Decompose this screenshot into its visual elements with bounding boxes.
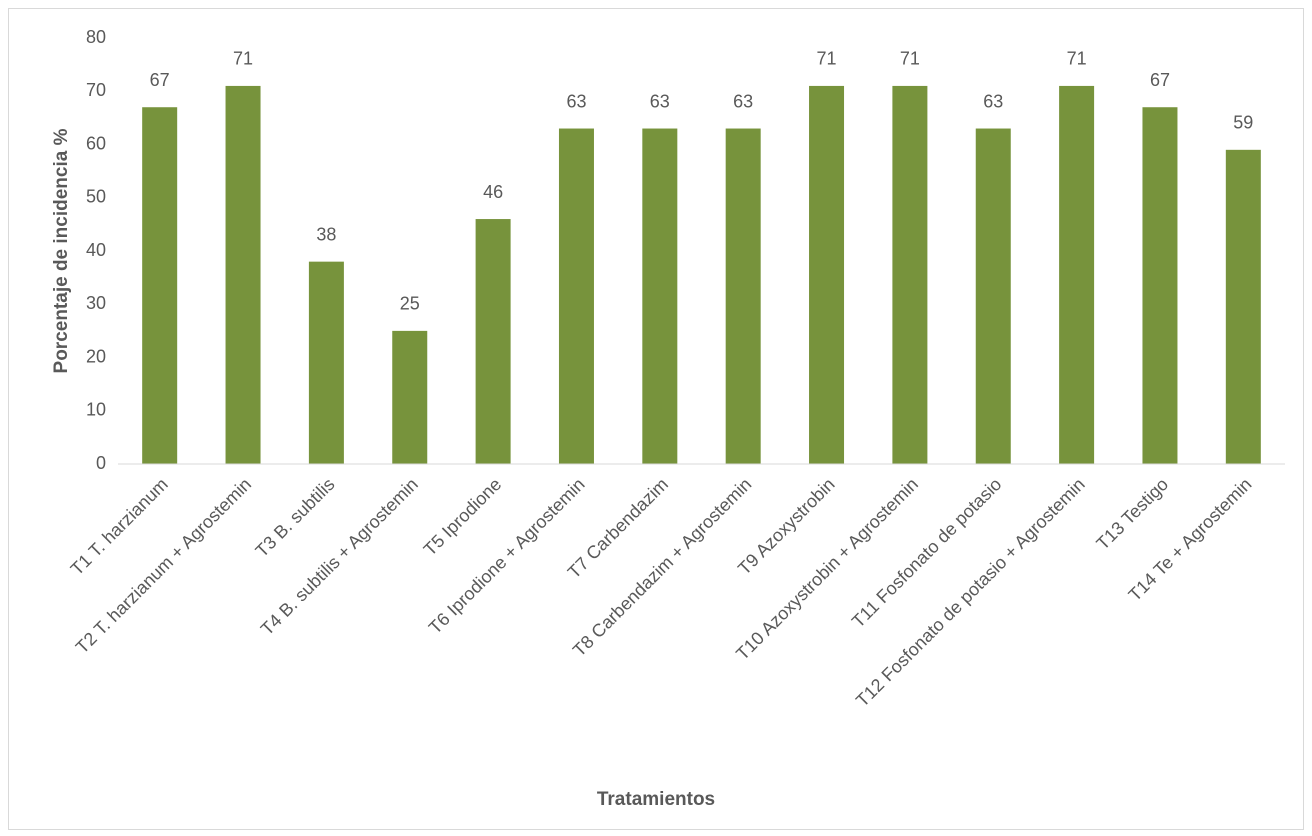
y-tick-label: 50	[86, 187, 106, 207]
data-label: 59	[1233, 113, 1253, 133]
bar	[642, 128, 678, 464]
bar	[475, 219, 511, 464]
y-tick-label: 70	[86, 80, 106, 100]
data-label: 63	[733, 91, 753, 111]
data-label: 46	[483, 182, 503, 202]
data-label: 71	[900, 49, 920, 69]
y-tick-label: 30	[86, 293, 106, 313]
y-tick-label: 0	[96, 453, 106, 473]
data-label: 67	[150, 70, 170, 90]
data-label: 63	[650, 91, 670, 111]
data-label: 71	[1067, 49, 1087, 69]
data-label: 67	[1150, 70, 1170, 90]
y-tick-label: 10	[86, 400, 106, 420]
y-tick-label: 60	[86, 133, 106, 153]
data-label: 71	[233, 49, 253, 69]
y-tick-label: 20	[86, 346, 106, 366]
y-axis-title: Porcentaje de incidencia %	[51, 128, 72, 373]
y-tick-label: 80	[86, 27, 106, 47]
bar	[1059, 85, 1095, 465]
bar	[1225, 149, 1261, 464]
data-label: 63	[566, 91, 586, 111]
bar	[975, 128, 1011, 464]
bar	[392, 330, 428, 464]
data-label: 71	[817, 49, 837, 69]
data-label: 25	[400, 294, 420, 314]
bar	[725, 128, 761, 464]
bar	[308, 261, 344, 464]
bar	[892, 85, 928, 465]
bar	[142, 107, 178, 464]
bar	[558, 128, 594, 464]
bar	[225, 85, 261, 465]
x-axis-title: Tratamientos	[597, 789, 715, 810]
data-label: 63	[983, 91, 1003, 111]
y-tick-label: 40	[86, 240, 106, 260]
data-label: 38	[316, 224, 336, 244]
bar	[809, 85, 845, 465]
bar	[1142, 107, 1178, 464]
